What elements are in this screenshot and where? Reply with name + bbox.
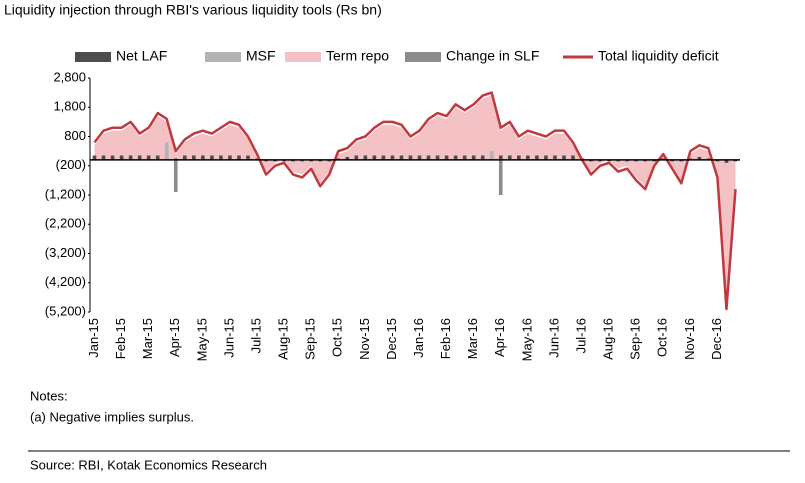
x-tick-label: Sep-15 bbox=[303, 318, 318, 360]
bar bbox=[155, 155, 160, 160]
bar bbox=[426, 155, 431, 160]
bar bbox=[399, 155, 404, 160]
bar bbox=[517, 155, 521, 160]
bar bbox=[363, 155, 368, 160]
bar bbox=[697, 156, 702, 160]
note: (a) Negative implies surplus. bbox=[30, 409, 194, 424]
bar bbox=[535, 155, 539, 160]
x-tick-label: Oct-16 bbox=[655, 318, 670, 357]
bar bbox=[228, 155, 232, 160]
y-tick-label: (1,200) bbox=[45, 186, 86, 201]
x-tick-label: Jun-15 bbox=[221, 318, 236, 358]
x-tick-label: Dec-16 bbox=[709, 318, 724, 360]
chart-title: Liquidity injection through RBI's variou… bbox=[4, 2, 382, 18]
bar bbox=[192, 155, 196, 160]
x-tick-label: Feb-16 bbox=[438, 318, 453, 359]
x-tick-label: Mar-15 bbox=[140, 318, 155, 359]
x-tick-label: Mar-16 bbox=[465, 318, 480, 359]
legend-label: Change in SLF bbox=[446, 48, 539, 64]
bar bbox=[137, 155, 142, 160]
x-tick-label: May-16 bbox=[519, 318, 534, 361]
source: Source: RBI, Kotak Economics Research bbox=[30, 457, 267, 472]
x-tick-label: Feb-15 bbox=[113, 318, 128, 359]
bar bbox=[128, 155, 133, 160]
bar bbox=[237, 155, 241, 160]
bar bbox=[562, 155, 566, 160]
bar bbox=[453, 155, 458, 160]
bar bbox=[354, 155, 359, 160]
bar bbox=[146, 155, 151, 160]
bar bbox=[219, 155, 223, 160]
y-tick-label: 2,800 bbox=[53, 69, 86, 84]
y-tick-label: (2,200) bbox=[45, 216, 86, 231]
legend-swatch bbox=[405, 52, 441, 62]
legend-label: Term repo bbox=[326, 48, 389, 64]
x-tick-label: Jul-15 bbox=[248, 318, 263, 353]
legend-label: Total liquidity deficit bbox=[598, 48, 719, 64]
x-tick-label: Aug-15 bbox=[276, 318, 291, 360]
y-tick-label: (4,200) bbox=[45, 274, 86, 289]
y-tick-label: (200) bbox=[56, 157, 86, 172]
bar bbox=[201, 155, 205, 160]
x-tick-label: Dec-15 bbox=[384, 318, 399, 360]
bar bbox=[489, 151, 494, 160]
y-tick-label: (3,200) bbox=[45, 245, 86, 260]
legend-label: Net LAF bbox=[116, 48, 167, 64]
bar bbox=[553, 155, 557, 160]
bar bbox=[182, 155, 187, 160]
bar bbox=[345, 156, 350, 160]
bar bbox=[119, 155, 124, 160]
bar bbox=[444, 155, 449, 160]
note: Notes: bbox=[30, 388, 68, 403]
x-tick-label: Nov-16 bbox=[682, 318, 697, 360]
x-tick-label: Jun-16 bbox=[546, 318, 561, 358]
x-tick-label: Nov-15 bbox=[357, 318, 372, 360]
bar bbox=[507, 155, 512, 160]
bar bbox=[173, 159, 178, 193]
bar bbox=[471, 155, 476, 160]
x-tick-label: May-15 bbox=[194, 318, 209, 361]
x-tick-label: Aug-16 bbox=[601, 318, 616, 360]
x-tick-label: Apr-16 bbox=[492, 318, 507, 357]
bar bbox=[92, 155, 97, 160]
bar bbox=[390, 155, 395, 160]
x-tick-label: Sep-16 bbox=[628, 318, 643, 360]
bar bbox=[246, 155, 250, 160]
x-tick-label: Jan-15 bbox=[86, 318, 101, 358]
legend-swatch bbox=[205, 52, 241, 62]
bar bbox=[498, 159, 503, 195]
bar bbox=[480, 155, 485, 160]
bar bbox=[110, 155, 115, 160]
x-tick-label: Oct-15 bbox=[330, 318, 345, 357]
y-tick-label: 1,800 bbox=[53, 99, 86, 114]
bar bbox=[164, 142, 169, 160]
bar bbox=[498, 155, 503, 160]
x-tick-label: Jan-16 bbox=[411, 318, 426, 358]
legend-swatch bbox=[75, 52, 111, 62]
y-tick-label: (5,200) bbox=[45, 303, 86, 318]
y-tick-label: 800 bbox=[64, 128, 86, 143]
legend-swatch bbox=[285, 52, 321, 62]
bar bbox=[101, 155, 106, 160]
bar bbox=[408, 155, 413, 160]
deficit-line bbox=[93, 91, 737, 311]
x-tick-label: Jul-16 bbox=[573, 318, 588, 353]
bar bbox=[544, 155, 548, 160]
bar bbox=[210, 155, 214, 160]
x-tick-label: Apr-15 bbox=[167, 318, 182, 357]
bar bbox=[417, 155, 422, 160]
bar bbox=[526, 155, 530, 160]
term-repo-area bbox=[94, 95, 736, 307]
bar bbox=[381, 155, 386, 160]
bar bbox=[462, 155, 467, 160]
bar bbox=[724, 159, 729, 163]
bar bbox=[372, 155, 377, 160]
bar bbox=[435, 155, 440, 160]
bar bbox=[571, 155, 575, 160]
legend-label: MSF bbox=[246, 48, 276, 64]
